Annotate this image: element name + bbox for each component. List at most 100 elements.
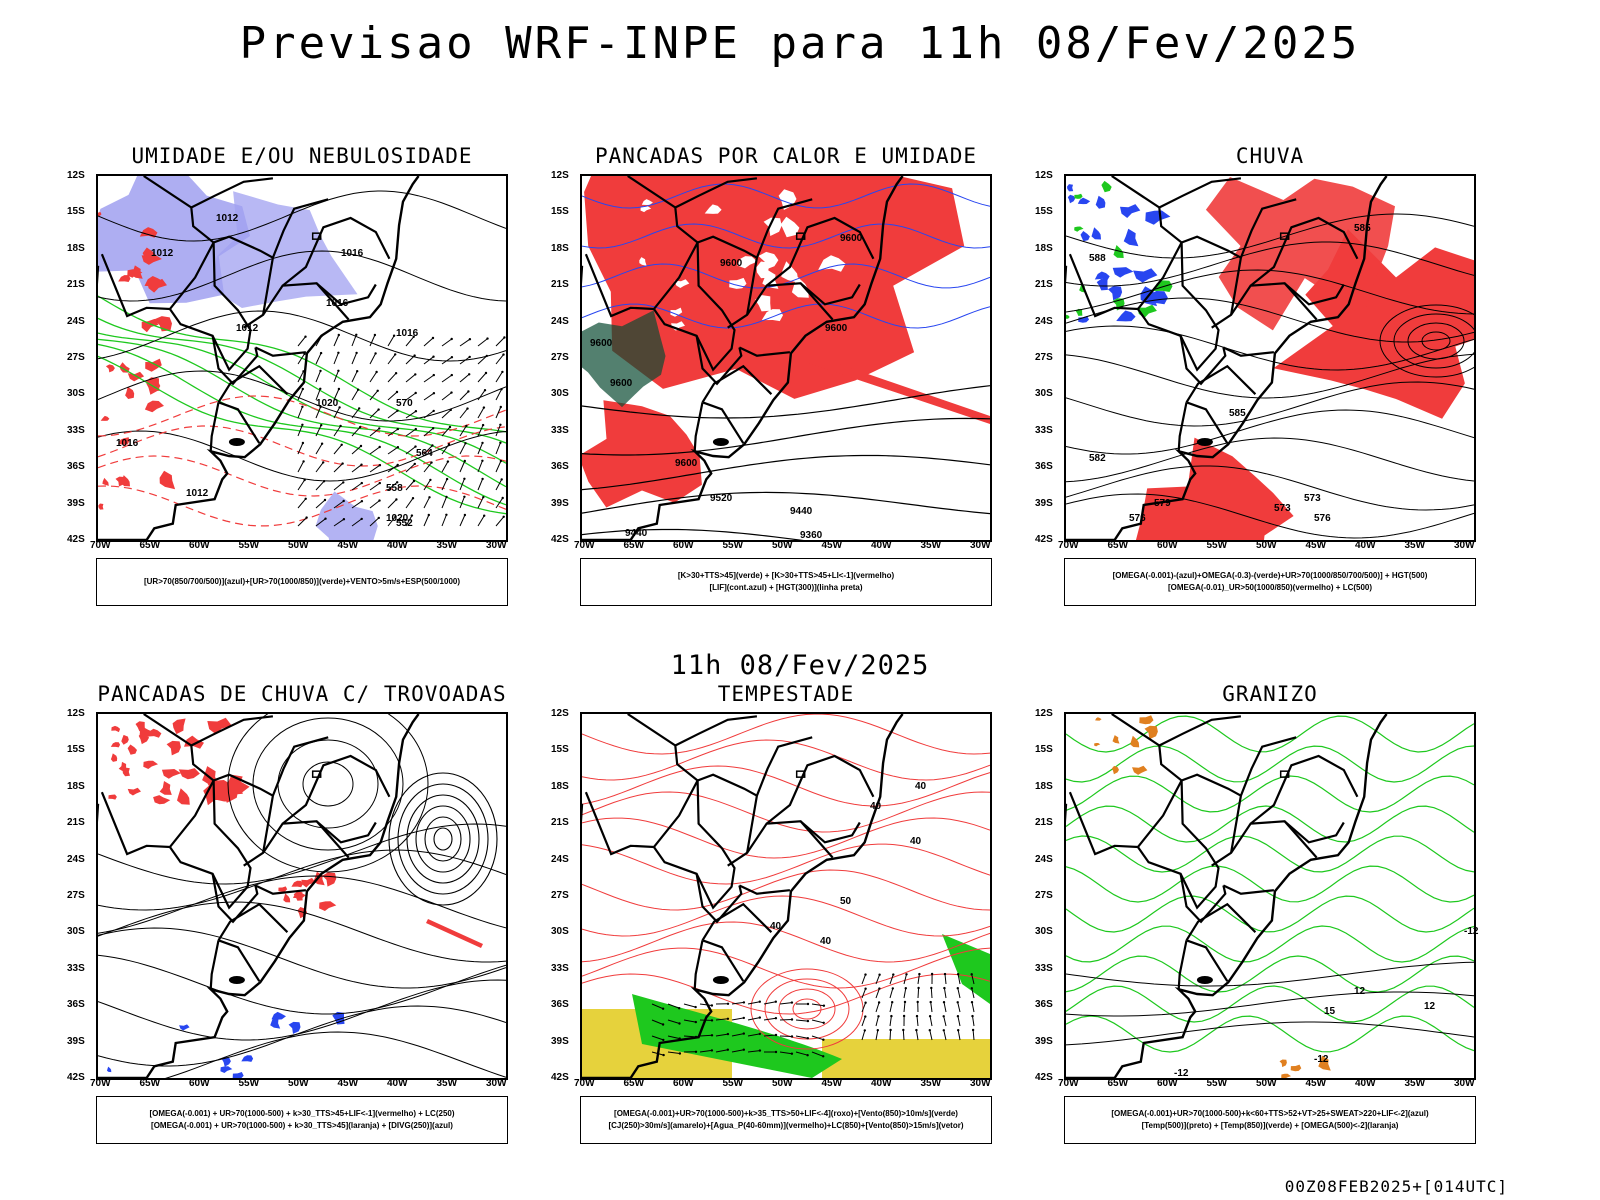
panel-title: PANCADAS POR CALOR E UMIDADE — [594, 144, 977, 168]
contour-label: 588 — [1089, 253, 1106, 264]
lon-tick-label: 70W — [90, 1078, 111, 1089]
lon-tick-label: 70W — [574, 1078, 595, 1089]
lat-tick-label: 27S — [1035, 352, 1053, 363]
lat-tick-label: 24S — [1035, 315, 1053, 327]
legend-line: [OMEGA(-0.01)_UR>50(1000/850)(vermelho) … — [1167, 583, 1373, 592]
lat-tick-label: 21S — [1035, 817, 1053, 829]
map-canvas — [582, 176, 990, 540]
legend-line: [OMEGA(-0.001)+UR>70(1000-500)+k<60+TTS>… — [1111, 1109, 1429, 1118]
panel-title: CHUVA — [1235, 144, 1305, 168]
legend-line: [OMEGA(-0.001) + UR>70(1000-500) + k>30_… — [151, 1121, 453, 1130]
lat-tick-label: 24S — [1035, 853, 1053, 865]
contour-label: -12 — [1314, 1054, 1329, 1065]
lat-tick-label: 21S — [67, 817, 85, 829]
lat-tick-label: 36S — [551, 999, 569, 1011]
main-title: Previsao WRF-INPE para 11h 08/Fev/2025 — [239, 18, 1361, 69]
contour-label: 1016 — [396, 328, 419, 339]
lat-tick-label: 18S — [67, 780, 85, 792]
map-canvas — [582, 714, 990, 1078]
contour-label: 9600 — [825, 323, 848, 334]
forecast-map — [580, 174, 992, 542]
lat-tick-label: 39S — [67, 497, 85, 509]
lon-tick-label: 35W — [920, 1078, 942, 1089]
lat-tick-label: 39S — [1035, 497, 1053, 509]
lon-tick-label: 65W — [1107, 540, 1129, 551]
lat-tick-label: 18S — [67, 242, 85, 254]
panel-title: GRANIZO — [1222, 682, 1318, 706]
lon-tick-label: 55W — [1206, 1078, 1228, 1089]
contour-label: 9600 — [675, 458, 698, 469]
lat-tick-label: 39S — [1035, 1035, 1053, 1047]
panel-legend: [K>30+TTS>45](verde) + [K>30+TTS>45+LI<-… — [580, 558, 992, 606]
lat-tick-label: 15S — [67, 206, 85, 218]
contour-label: 576 — [1129, 513, 1146, 524]
panel-legend: [OMEGA(-0.001)-(azul)+OMEGA(-0.3)-(verde… — [1064, 558, 1476, 606]
lon-tick-label: 70W — [574, 540, 595, 551]
lon-tick-label: 50W — [1256, 1078, 1277, 1089]
lon-tick-label: 50W — [288, 540, 309, 551]
lat-tick-label: 27S — [551, 352, 569, 363]
lat-tick-label: 39S — [551, 1035, 569, 1047]
lon-tick-label: 65W — [1107, 1078, 1129, 1089]
contour-label: 576 — [1314, 513, 1331, 524]
contour-label: 585 — [1229, 408, 1246, 419]
map-canvas — [1066, 176, 1474, 540]
lat-tick-label: 27S — [551, 890, 569, 901]
panel-title: PANCADAS DE CHUVA C/ TROVOADAS — [97, 682, 507, 706]
lon-tick-label: 35W — [436, 540, 458, 551]
lon-tick-label: 55W — [722, 1078, 744, 1089]
lat-tick-label: 12S — [551, 170, 569, 181]
contour-label: 12 — [1354, 986, 1366, 997]
contour-label: 564 — [416, 448, 433, 459]
lat-tick-label: 24S — [67, 853, 85, 865]
lat-tick-label: 15S — [1035, 206, 1053, 218]
lon-tick-label: 40W — [871, 1078, 892, 1089]
lat-tick-label: 42S — [67, 534, 85, 545]
map-canvas — [98, 714, 506, 1078]
lat-tick-label: 12S — [67, 170, 85, 181]
lon-tick-label: 55W — [238, 1078, 260, 1089]
lon-tick-label: 50W — [772, 540, 793, 551]
lat-tick-label: 33S — [1035, 962, 1053, 974]
contour-label: 1016 — [341, 248, 364, 259]
lat-tick-label: 30S — [551, 926, 569, 938]
lat-tick-label: 33S — [67, 962, 85, 974]
forecast-map — [96, 174, 508, 542]
legend-line: [LIF](cont.azul) + [HGT(300)](linha pret… — [709, 583, 863, 592]
lat-tick-label: 21S — [1035, 279, 1053, 291]
legend-line: [OMEGA(-0.001)+UR>70(1000-500)+k>35_TTS>… — [614, 1109, 958, 1118]
lon-tick-label: 30W — [486, 1078, 507, 1089]
lat-tick-label: 33S — [551, 962, 569, 974]
lon-tick-label: 50W — [772, 1078, 793, 1089]
lon-tick-label: 70W — [90, 540, 111, 551]
lon-tick-label: 40W — [387, 540, 408, 551]
lat-tick-label: 30S — [1035, 388, 1053, 400]
contour-label: 9360 — [800, 530, 823, 541]
lat-tick-label: 30S — [67, 926, 85, 938]
contour-label: 1012 — [186, 488, 209, 499]
lat-tick-label: 27S — [67, 352, 85, 363]
lon-tick-label: 30W — [486, 540, 507, 551]
lat-tick-label: 12S — [1035, 170, 1053, 181]
contour-label: 573 — [1304, 493, 1321, 504]
lat-tick-label: 36S — [1035, 999, 1053, 1011]
lat-tick-label: 18S — [551, 780, 569, 792]
lat-tick-label: 15S — [1035, 744, 1053, 756]
legend-line: [UR>70(850/700/500)](azul)+[UR>70(1000/8… — [143, 577, 461, 586]
lat-tick-label: 24S — [551, 315, 569, 327]
lon-tick-label: 30W — [970, 1078, 991, 1089]
lat-tick-label: 42S — [1035, 1072, 1053, 1083]
lat-tick-label: 18S — [1035, 780, 1053, 792]
lon-tick-label: 65W — [623, 540, 645, 551]
lon-tick-label: 70W — [1058, 540, 1079, 551]
lon-tick-label: 40W — [1355, 1078, 1376, 1089]
lon-tick-label: 45W — [337, 1078, 359, 1089]
lon-tick-label: 50W — [1256, 540, 1277, 551]
lon-tick-label: 35W — [920, 540, 942, 551]
panel-legend: [OMEGA(-0.001)+UR>70(1000-500)+k<60+TTS>… — [1064, 1096, 1476, 1144]
contour-label: 9600 — [610, 378, 633, 389]
panel-legend: [UR>70(850/700/500)](azul)+[UR>70(1000/8… — [96, 558, 508, 606]
lat-tick-label: 27S — [67, 890, 85, 901]
lat-tick-label: 36S — [67, 999, 85, 1011]
lon-tick-label: 55W — [1206, 540, 1228, 551]
